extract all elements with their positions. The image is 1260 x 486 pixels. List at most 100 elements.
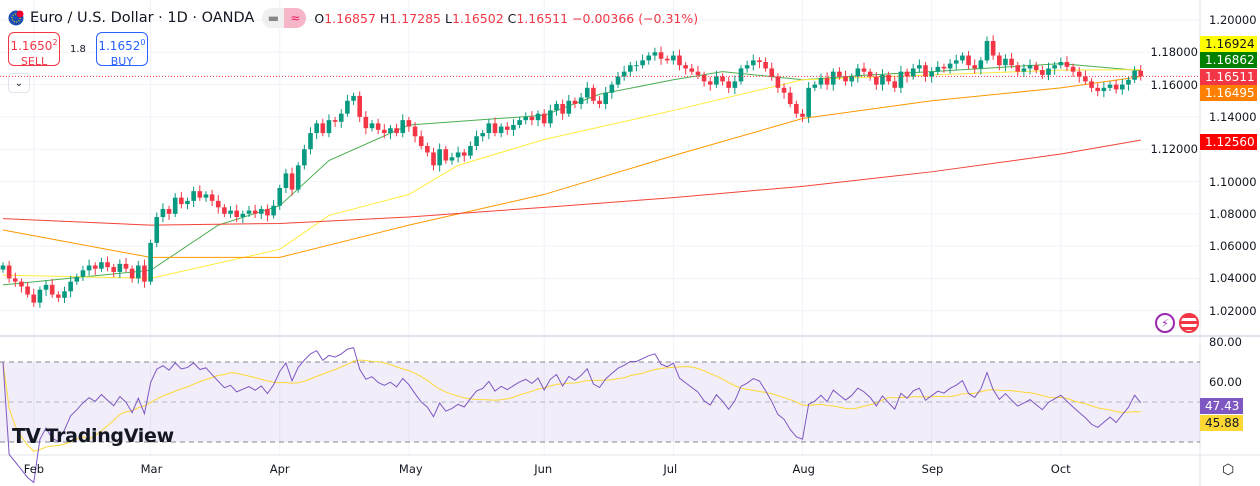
candle <box>166 205 172 220</box>
candle <box>117 259 123 279</box>
candle <box>308 127 313 155</box>
candle <box>621 65 627 81</box>
candle <box>923 61 928 82</box>
candle <box>751 54 756 71</box>
candle <box>56 291 61 302</box>
candle <box>49 279 55 298</box>
price-tick-label: 1.08000 <box>1209 206 1257 221</box>
candle <box>1070 63 1076 77</box>
candle <box>787 86 793 108</box>
candle <box>849 73 854 87</box>
lightning-icon[interactable]: ⚡ <box>1155 313 1175 333</box>
candle <box>1076 67 1082 83</box>
candle <box>468 141 473 159</box>
candle <box>369 120 375 132</box>
candle <box>658 46 664 65</box>
candle <box>744 60 750 73</box>
rsi-tick-label: 60.00 <box>1209 375 1242 389</box>
candle <box>388 124 393 140</box>
candle <box>271 199 276 219</box>
trade-panel: 1.16502 SELL 1.8 1.16520 BUY <box>8 32 148 68</box>
candle <box>111 263 116 278</box>
candle <box>837 67 842 80</box>
approx-icon[interactable]: ≈ <box>284 8 307 28</box>
candle <box>357 91 362 123</box>
candle <box>1138 64 1144 81</box>
tv-logo-icon: 𝗧𝗩 <box>12 424 41 448</box>
candle <box>1107 81 1113 92</box>
candle <box>1064 56 1070 72</box>
candle <box>13 272 18 287</box>
tradingview-logo[interactable]: 𝗧𝗩 TradingView <box>12 424 174 448</box>
price-tick-label: 1.02000 <box>1209 303 1257 318</box>
candle <box>935 61 941 75</box>
buy-button[interactable]: 1.16520 BUY <box>95 32 148 68</box>
candle <box>720 73 725 86</box>
indicator-toggle[interactable]: ▬ ≈ <box>262 8 307 28</box>
candle <box>302 144 307 170</box>
us-flag-icon[interactable] <box>1179 313 1199 333</box>
candle <box>984 36 990 64</box>
symbol-title[interactable]: Euro / U.S. Dollar · 1D · OANDA <box>30 10 255 26</box>
candle <box>683 61 688 75</box>
candle <box>541 109 547 127</box>
candle <box>646 52 652 65</box>
candle <box>517 116 522 129</box>
price-tick-label: 1.04000 <box>1209 271 1257 286</box>
candle <box>74 273 80 285</box>
price-tick-label: 1.10000 <box>1209 174 1257 189</box>
candle <box>449 152 455 165</box>
candle <box>794 100 799 118</box>
candle <box>818 73 824 89</box>
candle <box>726 76 731 93</box>
hide-icon[interactable]: ▬ <box>262 8 285 28</box>
candle <box>363 111 369 135</box>
candle <box>892 76 898 93</box>
candle <box>0 262 6 273</box>
rsi-line <box>2 346 1142 484</box>
candle <box>941 63 947 73</box>
candle <box>25 281 30 298</box>
candle <box>867 68 873 81</box>
candle <box>43 280 49 296</box>
candle <box>474 130 479 151</box>
candle <box>209 189 215 207</box>
gear-icon[interactable]: ⬡ <box>1222 462 1235 478</box>
moving-average-line <box>2 76 1141 258</box>
candle <box>314 120 319 140</box>
candle <box>338 109 344 128</box>
candle <box>554 100 559 116</box>
candle <box>855 63 861 83</box>
candle <box>529 111 535 126</box>
candle <box>400 114 406 138</box>
candle <box>664 55 670 64</box>
price-tick-label: 1.12000 <box>1150 142 1198 157</box>
price-tick-label: 1.16000 <box>1150 77 1198 92</box>
candle <box>652 47 658 61</box>
candle <box>597 96 602 109</box>
candle <box>142 259 147 288</box>
candle <box>548 104 553 128</box>
month-label: Sep <box>921 462 944 476</box>
candle <box>591 84 596 104</box>
candle <box>99 257 104 272</box>
month-label: Apr <box>269 462 290 476</box>
candle <box>584 82 590 104</box>
candle <box>136 260 141 284</box>
chevron-down-icon[interactable]: ⌄ <box>8 73 30 93</box>
candle <box>947 59 953 74</box>
candle <box>222 204 227 218</box>
sell-button[interactable]: 1.16502 SELL <box>8 32 60 68</box>
month-label: Oct <box>1050 462 1071 476</box>
moving-average-line <box>2 139 1141 226</box>
candle <box>1120 78 1125 95</box>
candle <box>418 130 424 150</box>
ohlc-values: O1.16857 H1.17285 L1.16502 C1.16511 −0.0… <box>314 10 699 26</box>
rsi-ma-line <box>2 359 1141 452</box>
candle <box>228 206 233 218</box>
candle <box>1089 78 1094 93</box>
candle <box>917 59 922 73</box>
candle <box>714 70 719 88</box>
candle <box>455 146 461 163</box>
